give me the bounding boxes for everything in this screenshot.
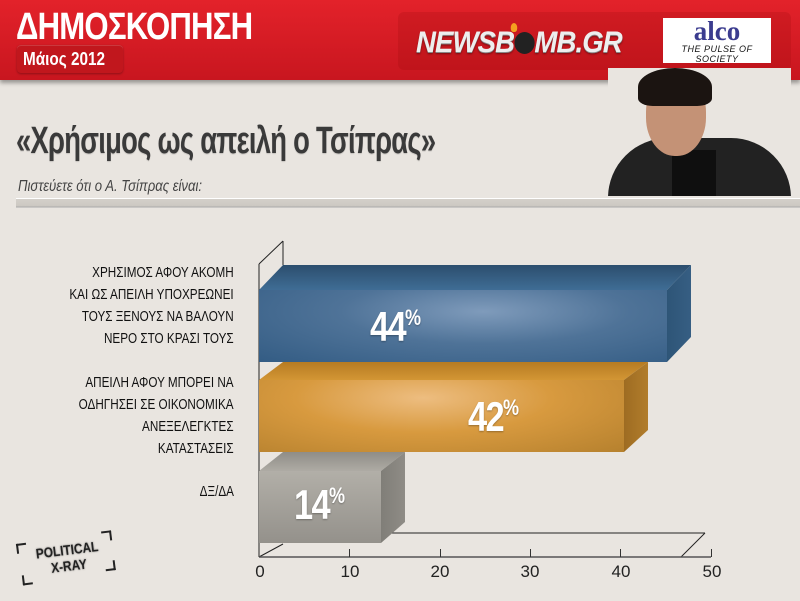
bar-value-useful: 44%	[370, 303, 422, 350]
bar-useful	[259, 265, 691, 362]
x-tick-label: 40	[611, 562, 631, 581]
bar-threat	[259, 362, 648, 452]
x-tick	[530, 549, 531, 557]
pollster-name: alco	[693, 16, 741, 46]
alco-logo: alco THE PULSE OF SOCIETY	[663, 16, 771, 64]
x-tick	[711, 549, 712, 557]
brand-box: NEWSB MB.GR alco THE PULSE OF SOCIETY	[398, 12, 791, 70]
pollster-tagline: THE PULSE OF SOCIETY	[681, 44, 753, 64]
poll-date-badge: Μάιος 2012	[17, 45, 123, 73]
x-tick-label: 20	[430, 562, 450, 581]
x-tick-label: 50	[702, 562, 722, 581]
politician-photo	[608, 68, 791, 196]
divider	[16, 198, 800, 208]
category-label-useful: ΧΡΗΣΙΜΟΣ ΑΦΟΥ ΑΚΟΜΗ ΚΑΙ ΩΣ ΑΠΕΙΛΗ ΥΠΟΧΡΕ…	[69, 264, 235, 347]
x-tick	[440, 549, 441, 557]
x-tick	[620, 549, 621, 557]
page-title: «Χρήσιμος ως απειλή ο Τσίπρας»	[16, 120, 436, 162]
x-tick	[349, 549, 350, 557]
bar-dk-na	[259, 452, 405, 543]
x-tick-label: 10	[340, 562, 360, 581]
poll-question: Πιστεύετε ότι ο Α. Τσίπρας είναι:	[18, 178, 203, 195]
newsbomb-logo: NEWSB MB.GR	[416, 23, 623, 59]
bomb-icon	[510, 23, 535, 54]
bar-value-threat: 42%	[468, 393, 520, 440]
header-title: ΔΗΜΟΣΚΟΠΗΣΗ	[16, 6, 253, 48]
category-label-threat: ΑΠΕΙΛΗ ΑΦΟΥ ΜΠΟΡΕΙ ΝΑ ΟΔΗΓΗΣΕΙ ΣΕ ΟΙΚΟΝΟ…	[79, 374, 235, 457]
header-banner: ΔΗΜΟΣΚΟΠΗΣΗ Μάιος 2012 NEWSB MB.GR alco T…	[0, 0, 800, 80]
category-label-dk-na: ΔΞ/ΔΑ	[199, 483, 234, 500]
x-tick-label: 0	[255, 562, 265, 581]
bar-value-dk-na: 14%	[294, 481, 346, 528]
x-tick-label: 30	[520, 562, 540, 581]
